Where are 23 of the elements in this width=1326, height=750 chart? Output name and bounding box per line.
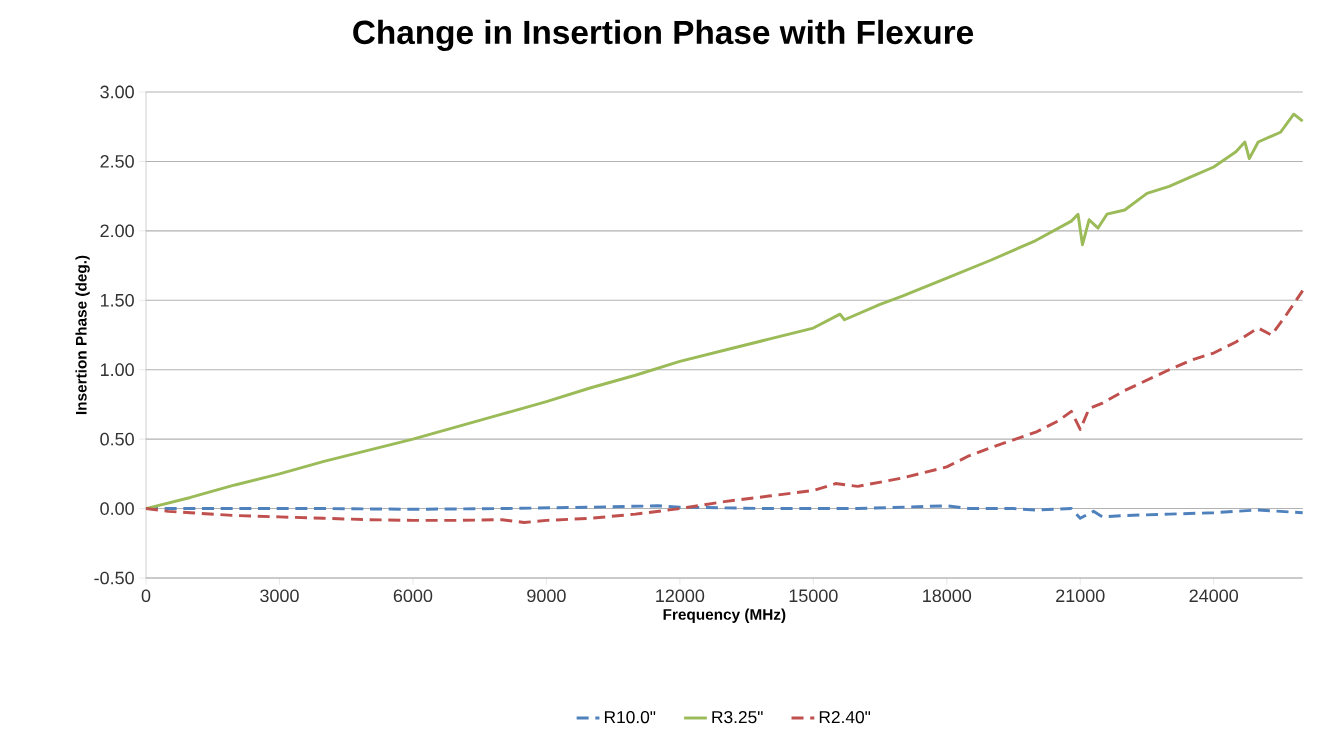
y-tick-label: 2.50 — [100, 155, 134, 168]
y-tick-label: -0.50 — [94, 571, 134, 585]
y-axis-title: Insertion Phase (deg.) — [75, 255, 90, 415]
y-tick-label: 0.50 — [100, 432, 134, 446]
y-tick-label: 1.50 — [100, 293, 134, 307]
x-tick-label: 3000 — [260, 589, 299, 603]
legend-label: R3.25" — [712, 710, 763, 724]
x-tick-label: 0 — [141, 589, 151, 603]
y-tick-label: 2.00 — [100, 224, 134, 238]
x-tick-label: 12000 — [656, 589, 705, 603]
y-tick-label: 1.00 — [100, 363, 134, 377]
x-tick-label: 24000 — [1189, 589, 1239, 603]
y-tick-label: 3.00 — [100, 85, 134, 99]
legend-label: R2.40" — [819, 710, 871, 724]
x-tick-label: 18000 — [923, 589, 972, 603]
y-tick-label: 0.00 — [100, 502, 134, 515]
x-tick-label: 9000 — [527, 589, 566, 603]
x-tick-label: 6000 — [393, 589, 433, 603]
x-axis-title: Frequency (MHz) — [663, 608, 786, 623]
legend-label: R10.0" — [604, 710, 656, 724]
x-tick-label: 21000 — [1056, 589, 1105, 603]
x-tick-label: 15000 — [789, 589, 838, 603]
chart-title: Change in Insertion Phase with Flexure — [353, 19, 974, 51]
